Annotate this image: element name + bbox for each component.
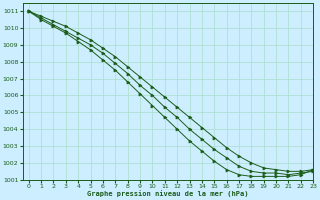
X-axis label: Graphe pression niveau de la mer (hPa): Graphe pression niveau de la mer (hPa) [87, 190, 249, 197]
